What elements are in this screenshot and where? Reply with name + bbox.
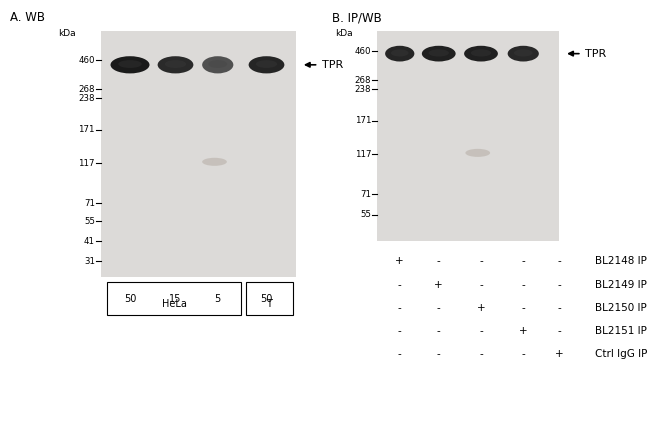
Text: 55: 55 [360, 210, 371, 219]
Ellipse shape [165, 60, 186, 68]
Text: 117: 117 [355, 150, 371, 159]
Ellipse shape [391, 49, 408, 56]
Ellipse shape [248, 56, 285, 73]
Text: -: - [557, 326, 561, 336]
Ellipse shape [111, 56, 150, 73]
Ellipse shape [255, 60, 278, 68]
Text: BL2151 IP: BL2151 IP [595, 326, 647, 336]
Text: -: - [557, 280, 561, 290]
Text: 71: 71 [360, 190, 371, 199]
Text: +: + [395, 257, 404, 266]
Ellipse shape [118, 60, 142, 68]
Text: 41: 41 [84, 237, 95, 246]
Text: 15: 15 [169, 295, 182, 304]
Text: -: - [479, 326, 483, 336]
Text: -: - [398, 303, 402, 313]
Text: 460: 460 [79, 56, 95, 65]
Text: -: - [479, 280, 483, 290]
Text: 238: 238 [79, 94, 95, 103]
Text: -: - [398, 326, 402, 336]
Text: 171: 171 [79, 125, 95, 134]
Text: -: - [557, 303, 561, 313]
Text: -: - [479, 257, 483, 266]
Text: HeLa: HeLa [162, 299, 187, 309]
Text: -: - [437, 350, 441, 359]
Bar [246, 282, 292, 315]
Text: -: - [521, 257, 525, 266]
Text: 171: 171 [355, 116, 371, 125]
Text: 238: 238 [355, 85, 371, 94]
Ellipse shape [464, 46, 498, 62]
Text: 55: 55 [84, 217, 95, 226]
Text: 117: 117 [79, 159, 95, 168]
Text: +: + [434, 280, 443, 290]
Ellipse shape [202, 158, 227, 166]
Text: -: - [398, 280, 402, 290]
Ellipse shape [202, 56, 233, 73]
Text: 50: 50 [260, 295, 273, 304]
Ellipse shape [209, 60, 227, 68]
Text: TPR: TPR [585, 49, 606, 59]
Text: 460: 460 [355, 47, 371, 56]
Text: BL2149 IP: BL2149 IP [595, 280, 647, 290]
Text: 268: 268 [355, 76, 371, 85]
Bar [101, 31, 296, 277]
Text: A. WB: A. WB [10, 11, 45, 24]
Text: +: + [476, 303, 486, 313]
Text: -: - [557, 257, 561, 266]
Text: -: - [437, 257, 441, 266]
Bar [107, 282, 240, 315]
Text: -: - [479, 350, 483, 359]
Text: -: - [398, 350, 402, 359]
Ellipse shape [514, 49, 532, 56]
Ellipse shape [471, 49, 491, 56]
Text: kDa: kDa [58, 29, 76, 38]
Bar [377, 31, 559, 241]
Text: BL2150 IP: BL2150 IP [595, 303, 647, 313]
Ellipse shape [422, 46, 456, 62]
Text: -: - [521, 280, 525, 290]
Text: +: + [519, 326, 528, 336]
Text: 31: 31 [84, 257, 95, 266]
Text: BL2148 IP: BL2148 IP [595, 257, 647, 266]
Text: Ctrl IgG IP: Ctrl IgG IP [595, 350, 647, 359]
Ellipse shape [465, 149, 490, 157]
Text: +: + [554, 350, 564, 359]
Text: T: T [266, 299, 272, 309]
Text: 5: 5 [214, 295, 221, 304]
Text: kDa: kDa [335, 29, 352, 38]
Text: -: - [521, 350, 525, 359]
Text: 50: 50 [124, 295, 136, 304]
Ellipse shape [508, 46, 539, 62]
Text: -: - [521, 303, 525, 313]
Ellipse shape [428, 49, 449, 56]
Ellipse shape [385, 46, 415, 62]
Text: 71: 71 [84, 199, 95, 208]
Text: -: - [437, 326, 441, 336]
Text: TPR: TPR [322, 60, 343, 70]
Text: B. IP/WB: B. IP/WB [332, 11, 382, 24]
Text: -: - [437, 303, 441, 313]
Ellipse shape [157, 56, 194, 73]
Text: 268: 268 [79, 85, 95, 94]
